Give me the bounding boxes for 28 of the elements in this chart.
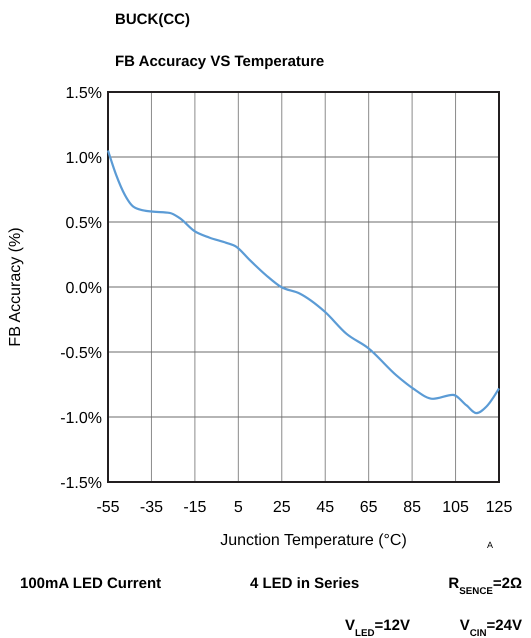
text: V$_{CIN}$=24V [460, 617, 522, 638]
chart-title: BUCK(CC) [115, 11, 190, 28]
text: V$_{LED}$=12V [345, 617, 410, 638]
y-tick-label: -1.0% [60, 410, 102, 427]
y-axis-title: FB Accuracy (%) [7, 227, 24, 347]
x-tick-label: 105 [442, 499, 469, 516]
y-tick-label: 0.0% [66, 280, 102, 297]
x-tick-label: 25 [272, 499, 291, 516]
y-tick-label: 0.5% [66, 215, 102, 232]
y-tick-label: 1.5% [66, 85, 102, 102]
x-tick-label: -35 [140, 499, 164, 516]
text: R$_{SENCE}$=2Ω [448, 575, 522, 596]
text: 4 LED in Series [250, 575, 360, 592]
x-tick-label: 5 [234, 499, 243, 516]
x-tick-label: -15 [183, 499, 207, 516]
y-tick-label: 1.0% [66, 150, 102, 167]
x-axis-title: Junction Temperature (°C) [220, 532, 407, 549]
text: A [486, 540, 494, 550]
x-tick-label: 85 [403, 499, 422, 516]
x-tick-label: -55 [96, 499, 120, 516]
y-tick-label: -1.5% [60, 475, 102, 492]
text: 100mA LED Current [20, 575, 162, 592]
line-series [106, 149, 500, 414]
chart-subtitle: FB Accuracy VS Temperature [115, 53, 324, 70]
x-tick-label: 65 [360, 499, 378, 516]
x-tick-label: 125 [486, 499, 512, 516]
x-tick-label: 45 [316, 499, 334, 516]
y-tick-label: -0.5% [60, 345, 102, 362]
